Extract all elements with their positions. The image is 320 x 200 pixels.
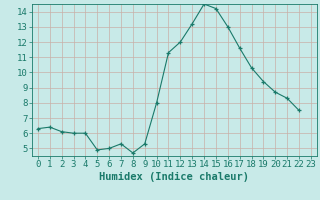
X-axis label: Humidex (Indice chaleur): Humidex (Indice chaleur) xyxy=(100,172,249,182)
